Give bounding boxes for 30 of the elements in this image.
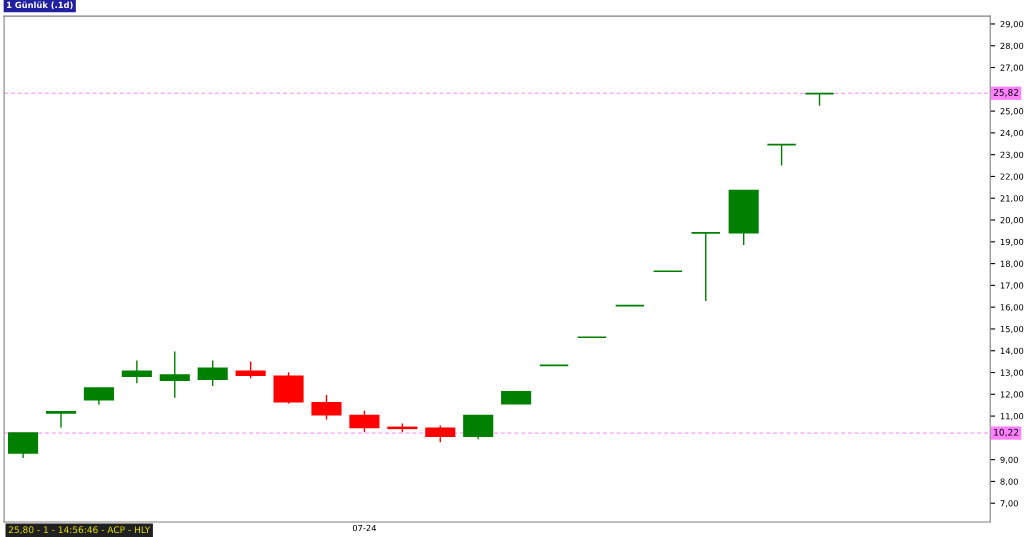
y-tick-label: 17,00 — [1000, 282, 1024, 290]
y-tick-label: 27,00 — [1000, 64, 1024, 72]
y-tick-label: 28,00 — [1000, 42, 1024, 50]
y-tick-label: 7,00 — [1000, 500, 1018, 508]
y-tick-label: 11,00 — [1000, 413, 1024, 421]
chart-title: 1 Günlük (.1d) — [7, 1, 73, 10]
y-tick-label: 29,00 — [1000, 20, 1024, 29]
y-tick-label: 8,00 — [1000, 478, 1018, 486]
y-tick-label: 16,00 — [1000, 304, 1024, 312]
ref-line-label: 25,82 — [993, 89, 1019, 97]
candlestick — [766, 143, 797, 167]
x-tick-label: 07-24 — [352, 524, 377, 532]
candlestick — [45, 410, 77, 429]
y-tick-label: 12,00 — [1000, 391, 1024, 399]
text: 25,80 - 1 - 14:56:46 - ACP - HLY — [8, 526, 151, 535]
y-tick-label: 23,00 — [1000, 151, 1024, 159]
y-tick-label: 25,00 — [1000, 108, 1024, 116]
y-tick-label: 15,00 — [1000, 325, 1024, 334]
y-tick-label: 9,00 — [1000, 456, 1018, 464]
y-tick-label: 19,00 — [1000, 238, 1024, 246]
candlestick — [690, 232, 721, 302]
y-tick-label: 24,00 — [1000, 129, 1024, 138]
ref-line-label: 10,22 — [994, 428, 1019, 437]
y-tick-label: 18,00 — [1000, 260, 1024, 268]
y-tick-label: 21,00 — [1000, 195, 1024, 203]
y-tick-label: 14,00 — [1000, 347, 1024, 355]
y-tick-label: 13,00 — [1000, 369, 1024, 377]
y-tick-label: 22,00 — [1000, 173, 1024, 181]
candlestick — [159, 350, 190, 399]
y-tick-label: 20,00 — [1000, 217, 1024, 225]
